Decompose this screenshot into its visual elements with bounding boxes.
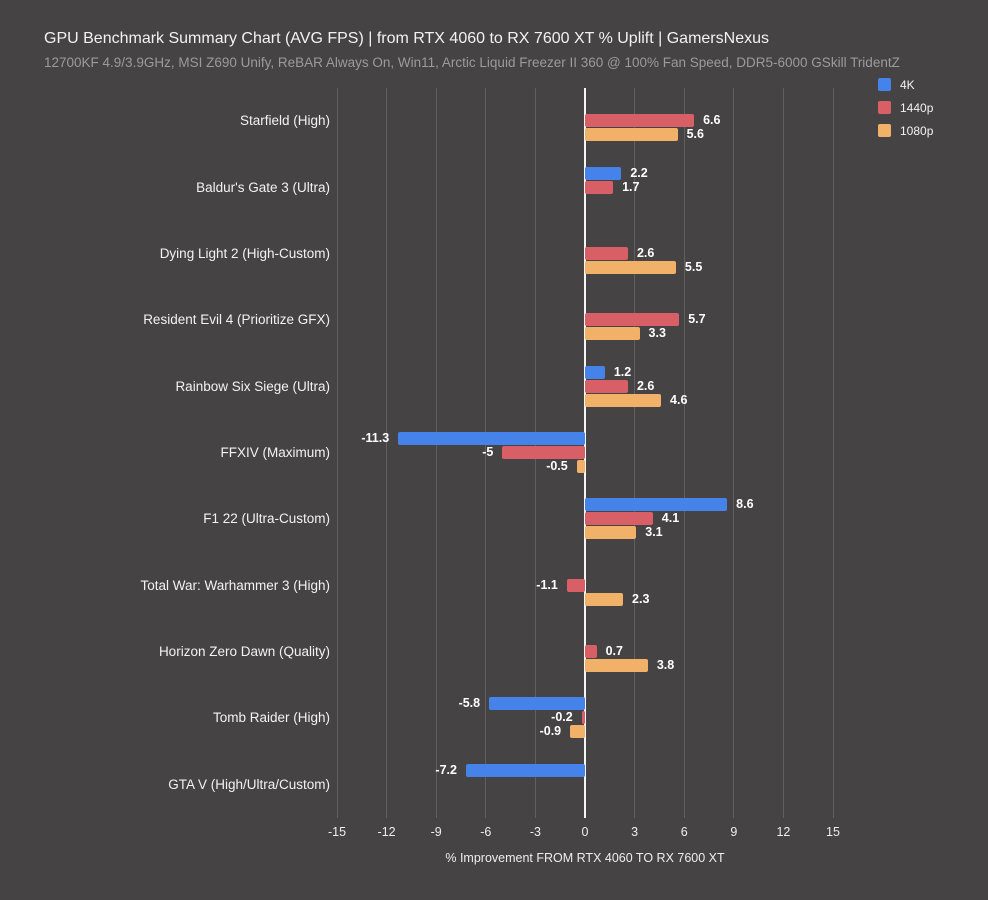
bar-1440p [585,180,614,194]
bar-value-label: 1.7 [622,179,640,194]
bar-value-label: 3.3 [648,326,666,341]
bar-value-label: -0.5 [546,459,568,473]
bar-value-label: 3.8 [656,658,675,673]
category-label: Tomb Raider (High) [212,710,330,726]
zero-axis-line [584,88,586,818]
bar-value-label: -5 [482,445,494,459]
grid-line [782,88,784,818]
bar-1080p [585,659,648,673]
bar-1080p [585,327,640,341]
legend: 4K 1440p 1080p [878,78,933,147]
bar-value-label: 5.6 [686,127,704,142]
bar-1080p [576,460,585,473]
grid-line [386,88,388,818]
bar-1440p [585,512,653,526]
bar-1440p [581,711,585,725]
bar-1440p [585,313,680,327]
legend-label: 4K [900,77,915,92]
x-tick-label: -3 [529,825,541,839]
category-label: F1 22 (Ultra-Custom) [203,511,330,527]
bar-4k [585,166,622,180]
bar-1440p [585,114,695,128]
x-tick-label: 3 [631,825,639,839]
category-label: Starfield (High) [239,113,330,129]
grid-line [683,88,685,818]
bar-1440p [585,246,628,260]
bar-1080p [585,393,662,407]
x-tick-label: 15 [826,825,840,839]
bar-4k [398,432,585,445]
bar-value-label: 8.6 [736,497,754,512]
category-label: Dying Light 2 (High-Custom) [159,245,330,261]
bar-value-label: 2.6 [636,245,655,260]
grid-line [832,88,834,818]
category-label: GTA V (High/Ultra/Custom) [168,776,330,792]
grid-line [435,88,437,818]
category-labels: Starfield (High) Baldur's Gate 3 (Ultra) D… [0,88,330,818]
bar-1440p [566,578,585,592]
legend-swatch-icon [878,124,891,137]
x-tick-label: -9 [430,825,442,839]
bar-value-label: 0.7 [605,644,623,659]
bar-value-label: -5.8 [458,696,481,711]
bar-4k [489,697,585,711]
x-axis-ticks: -15 -12 -9 -6 -3 0 3 6 9 12 15 [0,825,988,841]
bar-1080p [570,725,585,739]
x-axis-label: % Improvement FROM RTX 4060 TO RX 7600 X… [445,851,725,865]
bar-1440p [585,645,597,659]
category-label: Horizon Zero Dawn (Quality) [158,644,330,660]
grid-line [336,88,338,818]
chart-subtitle: 12700KF 4.9/3.9GHz, MSI Z690 Unify, ReBA… [44,55,900,70]
bar-value-label: 2.6 [636,378,655,393]
x-tick-label: -15 [327,825,347,839]
bar-4k [465,763,585,777]
bar-value-label: 4.6 [670,392,688,407]
plot-area: 6.6 5.6 2.2 1.7 2.6 5.5 5.7 3.3 1.2 2.6 4.6 -11.3 -5… [336,88,834,818]
bar-1080p [585,592,624,606]
bar-value-label: -7.2 [435,762,457,777]
legend-item-4k: 4K [878,77,933,92]
category-label: Resident Evil 4 (Prioritize GFX) [143,312,330,328]
bar-value-label: 2.3 [632,591,650,606]
bar-value-label: -0.9 [539,724,562,739]
x-tick-label: 0 [581,825,589,839]
bar-value-label: -1.1 [536,577,558,592]
legend-label: 1440p [900,100,934,115]
x-tick-label: 9 [730,825,738,839]
grid-line [485,88,487,818]
x-tick-label: 12 [776,825,791,839]
grid-line [733,88,735,818]
bar-value-label: 5.7 [688,312,706,327]
bar-value-label: 5.5 [684,259,703,274]
bar-value-label: 1.2 [613,364,632,379]
bar-4k [585,365,605,379]
bar-1440p [585,379,628,393]
legend-item-1440p: 1440p [878,100,934,115]
bar-value-label: 4.1 [661,511,680,526]
bar-value-label: 2.2 [630,165,648,180]
bar-1080p [585,260,676,274]
bar-value-label: 3.1 [645,525,663,540]
category-label: FFXIV (Maximum) [220,445,331,460]
legend-swatch-icon [878,78,891,91]
x-tick-label: -12 [377,825,396,839]
bar-value-label: -0.2 [551,710,573,725]
bar-1080p [585,526,637,540]
bar-1440p [502,446,585,459]
bar-1080p [585,128,678,142]
grid-line [634,88,636,818]
category-label: Rainbow Six Siege (Ultra) [175,378,330,394]
legend-item-1080p: 1080p [878,123,934,138]
legend-label: 1080p [900,123,934,138]
chart-title: GPU Benchmark Summary Chart (AVG FPS) | … [44,30,769,47]
category-label: Baldur's Gate 3 (Ultra) [196,179,330,195]
bar-4k [585,498,728,512]
category-label: Total War: Warhammer 3 (High) [140,577,330,593]
x-tick-label: 6 [680,825,688,839]
bar-value-label: 6.6 [703,113,721,128]
legend-swatch-icon [878,101,891,114]
bar-value-label: -11.3 [361,431,390,445]
x-tick-label: -6 [480,825,492,839]
